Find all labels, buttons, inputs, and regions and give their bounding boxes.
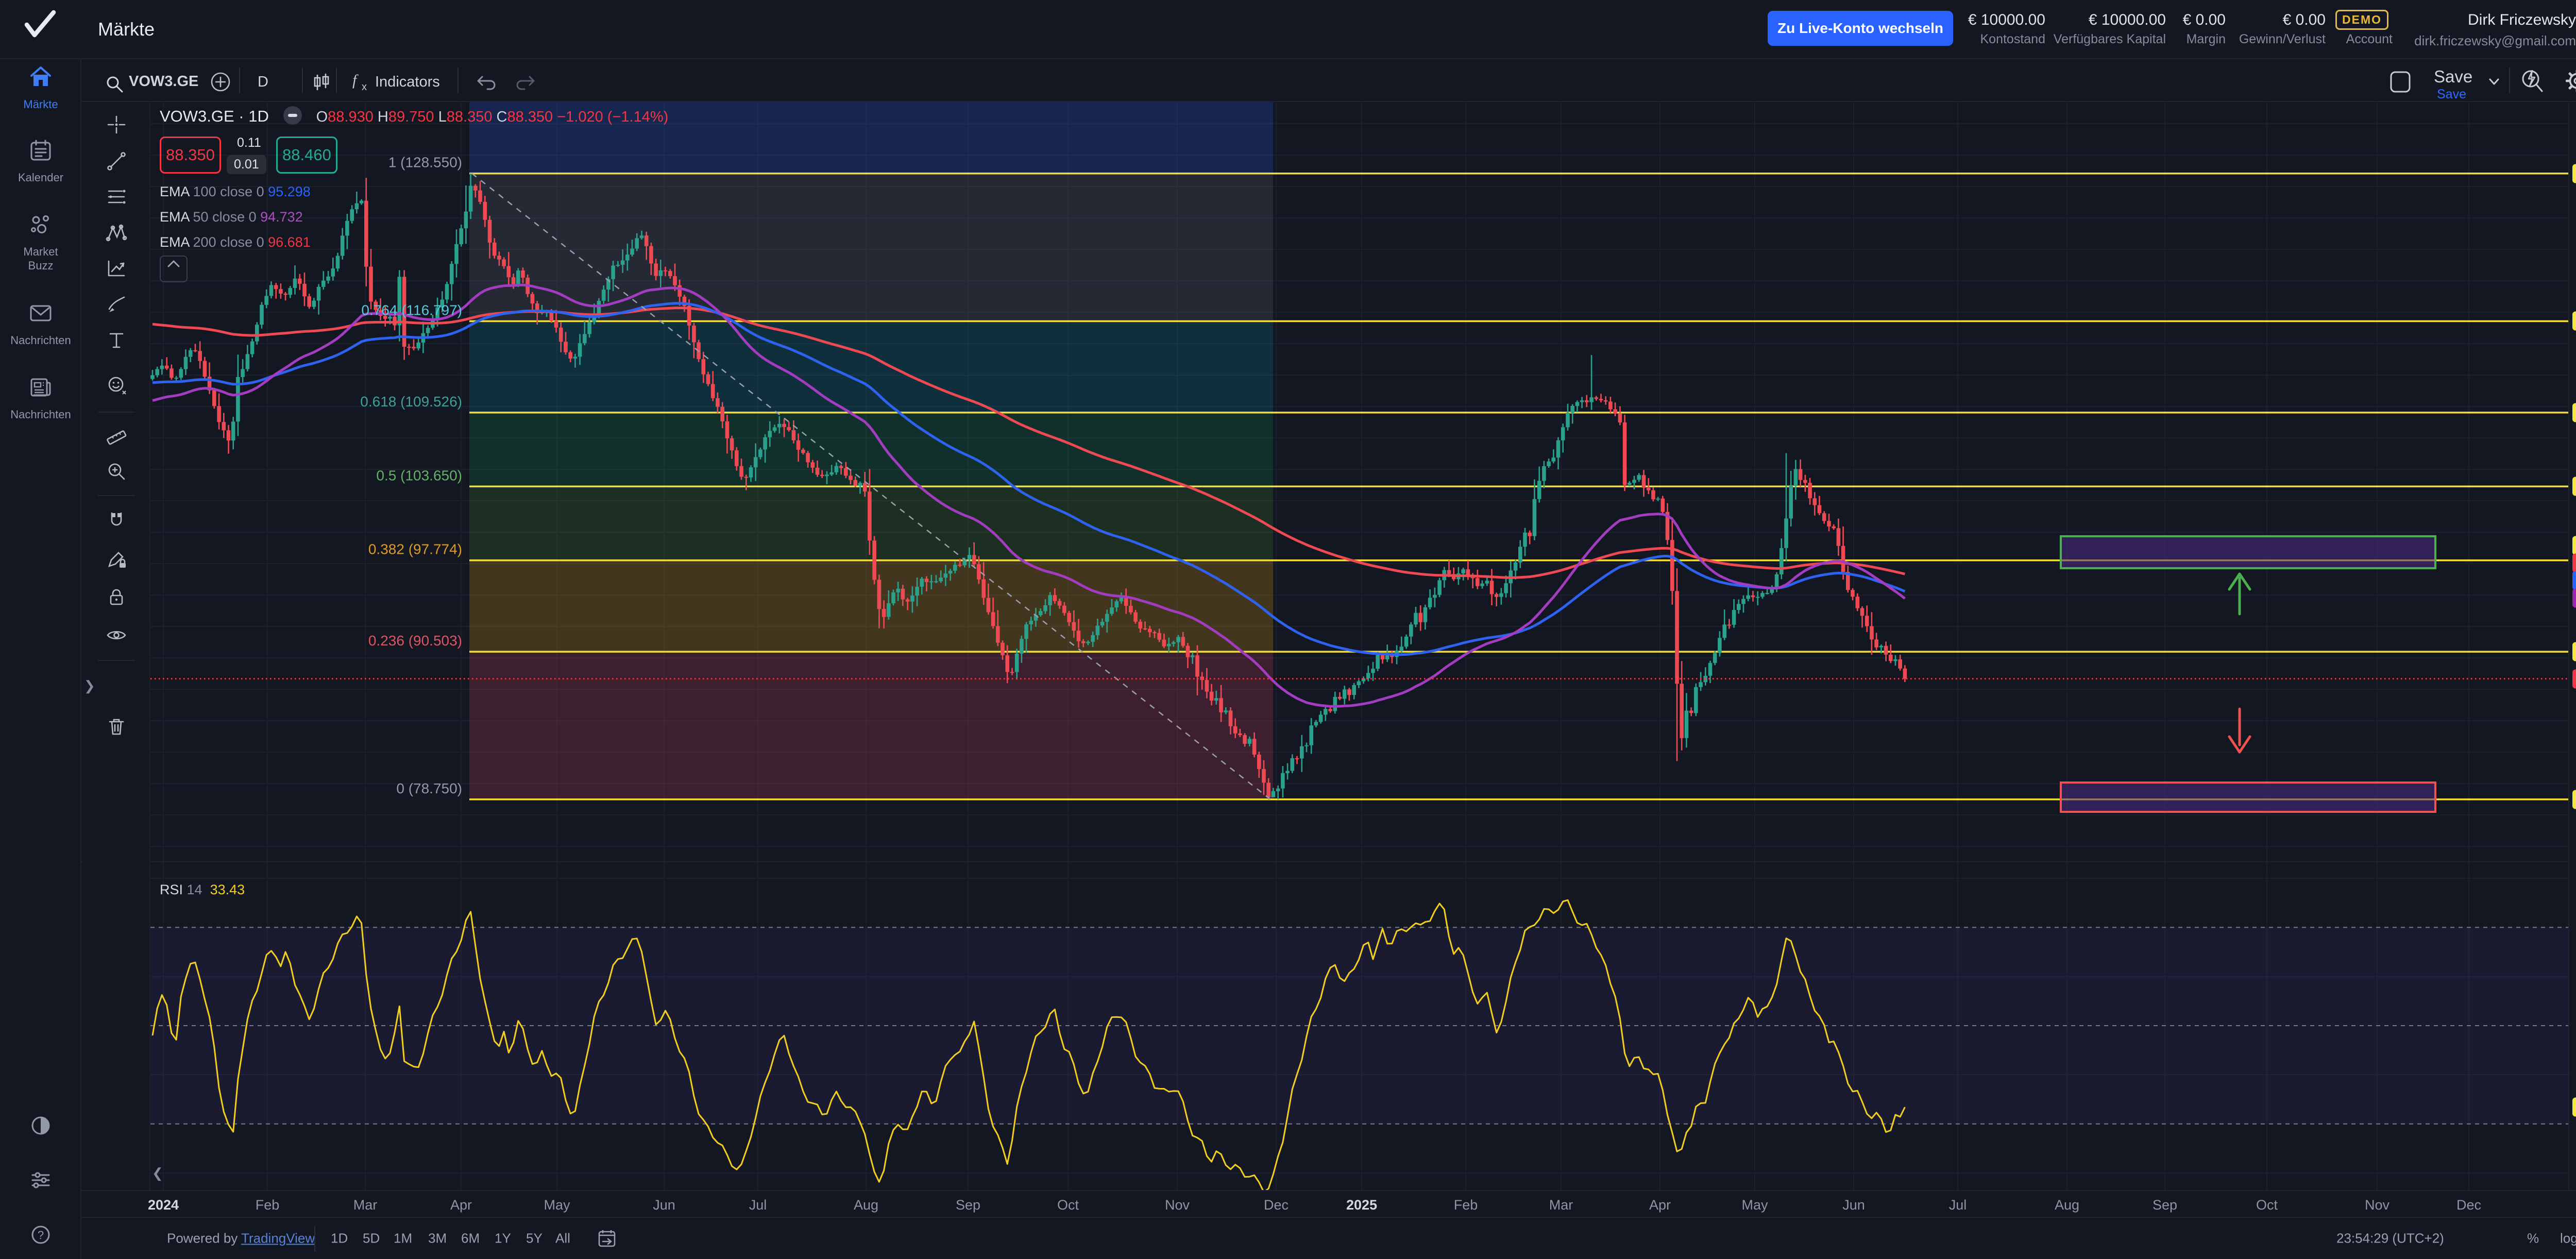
svg-text:0.764 (116.797): 0.764 (116.797) bbox=[361, 302, 462, 318]
svg-text:?: ? bbox=[38, 1229, 44, 1241]
svg-text:1 (128.550): 1 (128.550) bbox=[388, 155, 462, 171]
svg-text:0 (78.750): 0 (78.750) bbox=[396, 780, 462, 796]
svg-text:f: f bbox=[352, 72, 359, 89]
svg-text:0.5 (103.650): 0.5 (103.650) bbox=[376, 467, 462, 483]
svg-text:x: x bbox=[362, 81, 367, 93]
svg-text:0.236 (90.503): 0.236 (90.503) bbox=[368, 633, 462, 649]
svg-text:0.618 (109.526): 0.618 (109.526) bbox=[360, 394, 462, 410]
svg-text:0.382 (97.774): 0.382 (97.774) bbox=[368, 541, 462, 557]
